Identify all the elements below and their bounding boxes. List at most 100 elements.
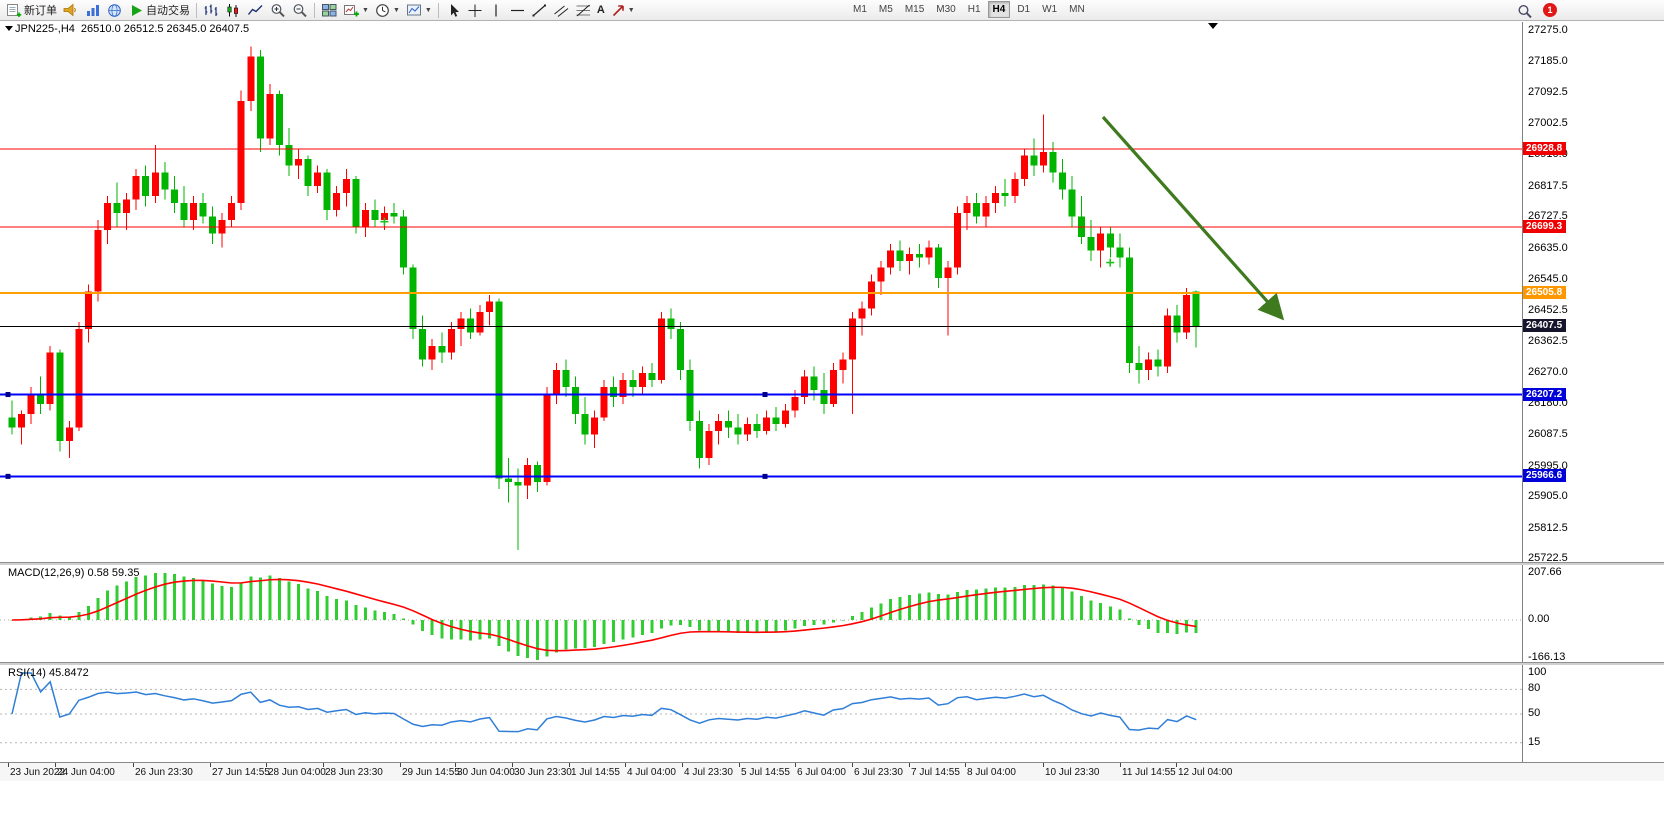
time-axis-label: 26 Jun 23:30 <box>135 767 193 778</box>
time-axis-label: 6 Jul 23:30 <box>854 767 903 778</box>
time-axis-tick <box>266 763 267 767</box>
time-axis-tick <box>682 763 683 767</box>
vertical-line-tool-button[interactable] <box>486 1 506 20</box>
timeframe-d1[interactable]: D1 <box>1012 1 1035 18</box>
price-axis-label: 26362.5 <box>1528 334 1568 347</box>
one-click-trading-toggle[interactable] <box>5 26 13 31</box>
time-axis-tick <box>909 763 910 767</box>
price-axis-label: 26452.5 <box>1528 304 1568 317</box>
arrows-tool-button[interactable]: ▼ <box>608 1 638 20</box>
price-axis: 26928.8 26699.3 26505.8 26407.5 26207.2 25966… <box>1522 22 1664 762</box>
ohlc-values: 26510.0 26512.5 26345.0 26407.5 <box>80 23 250 35</box>
price-axis-label: 25905.0 <box>1528 490 1568 503</box>
macd-panel[interactable] <box>0 565 1522 662</box>
time-axis-label: 4 Jul 04:00 <box>627 767 676 778</box>
rsi-axis-label: 50 <box>1528 707 1541 719</box>
time-axis-label: 12 Jul 04:00 <box>1178 767 1233 778</box>
price-axis-label: 26817.5 <box>1528 179 1568 192</box>
cursor-tool-button[interactable] <box>442 1 464 20</box>
auto-trading-button[interactable]: 自动交易 <box>126 1 193 20</box>
time-axis-tick <box>795 763 796 767</box>
chevron-down-icon: ▼ <box>627 6 635 14</box>
timeframe-h4[interactable]: H4 <box>987 1 1011 18</box>
panel-separator[interactable] <box>0 662 1664 665</box>
new-order-button[interactable]: 新订单 <box>3 1 60 20</box>
market-stats-button[interactable] <box>82 1 104 20</box>
price-axis-label: 26545.0 <box>1528 272 1568 285</box>
timeframe-menu-button[interactable]: ▼ <box>372 1 403 20</box>
time-axis-tick <box>965 763 966 767</box>
line-chart-mode-icon <box>247 4 263 15</box>
chart-shift-marker[interactable] <box>1208 23 1218 29</box>
fibonacci-tool-button[interactable] <box>572 1 594 20</box>
rsi-axis-label: 80 <box>1528 682 1541 695</box>
time-axis-label: 30 Jun 04:00 <box>457 767 515 778</box>
macd-axis-label: 207.66 <box>1528 566 1562 578</box>
new-chart-icon <box>344 4 359 16</box>
macd-axis-label: -166.13 <box>1528 650 1566 663</box>
rsi-axis-label: 100 <box>1528 666 1547 678</box>
community-button[interactable] <box>104 1 126 20</box>
auto-trading-play-icon <box>132 4 142 16</box>
price-axis-label: 27275.0 <box>1528 24 1568 37</box>
time-axis-label: 5 Jul 14:55 <box>741 767 790 778</box>
chart-info: JPN225-,H4 26510.0 26512.5 26345.0 26407.… <box>15 23 255 35</box>
time-axis-tick <box>55 763 56 767</box>
bar-chart-mode-button[interactable] <box>200 1 222 20</box>
time-axis-label: 23 Jun 2022 <box>10 767 66 778</box>
alerts-button[interactable] <box>60 1 82 20</box>
time-axis-tick <box>1120 763 1121 767</box>
channel-icon <box>554 5 569 17</box>
notification-badge[interactable]: 1 <box>1543 3 1557 17</box>
macd-axis-label: 0.00 <box>1528 613 1550 625</box>
timeframe-m5[interactable]: M5 <box>874 1 898 18</box>
fibonacci-icon <box>576 4 590 16</box>
timeframe-m15[interactable]: M15 <box>900 1 929 18</box>
timeframe-m30[interactable]: M30 <box>931 1 960 18</box>
price-tag: 26505.8 <box>1523 285 1567 299</box>
timeframe-m1[interactable]: M1 <box>848 1 872 18</box>
template-button[interactable]: ▼ <box>403 1 435 20</box>
time-axis-label: 10 Jul 23:30 <box>1045 767 1100 778</box>
search-button[interactable] <box>1514 2 1536 21</box>
main-chart[interactable] <box>0 22 1522 562</box>
price-axis-label: 26087.5 <box>1528 428 1568 441</box>
time-axis-tick <box>852 763 853 767</box>
new-order-label: 新订单 <box>24 5 57 17</box>
timeframe-h1[interactable]: H1 <box>963 1 986 18</box>
panel-separator[interactable] <box>0 562 1664 565</box>
trendline-tool-button[interactable] <box>528 1 550 20</box>
price-axis-label: 27185.0 <box>1528 54 1568 67</box>
vertical-line-icon <box>495 4 497 16</box>
price-axis-label: 26270.0 <box>1528 366 1568 379</box>
time-axis-label: 11 Jul 14:55 <box>1122 767 1176 778</box>
timeframe-group: M1 M5 M15 M30 H1 H4 D1 W1 MN <box>848 1 1090 18</box>
time-axis-tick <box>569 763 570 767</box>
time-axis-tick <box>400 763 401 767</box>
line-chart-mode-button[interactable] <box>244 1 267 20</box>
time-axis-label: 30 Jun 23:30 <box>514 767 572 778</box>
crosshair-icon <box>468 4 482 17</box>
channel-tool-button[interactable] <box>550 1 572 20</box>
symbol-title: JPN225-,H4 <box>15 23 75 35</box>
zoom-out-button[interactable] <box>289 1 311 20</box>
price-tag: 26407.5 <box>1523 319 1567 333</box>
price-tag: 26928.8 <box>1523 141 1567 155</box>
toolbar-separator <box>314 2 315 18</box>
horizontal-line-tool-button[interactable] <box>506 1 528 20</box>
text-tool-button[interactable]: A <box>594 1 608 20</box>
time-axis-label: 28 Jun 23:30 <box>325 767 383 778</box>
tile-windows-button[interactable] <box>318 1 340 20</box>
template-icon <box>406 4 421 15</box>
timeframe-w1[interactable]: W1 <box>1037 1 1062 18</box>
zoom-in-button[interactable] <box>267 1 289 20</box>
crosshair-tool-button[interactable] <box>464 1 486 20</box>
rsi-panel[interactable] <box>0 665 1522 762</box>
time-axis-label: 27 Jun 14:55 <box>212 767 270 778</box>
macd-label: MACD(12,26,9) 0.58 59.35 <box>8 567 140 579</box>
new-chart-button[interactable]: ▼ <box>340 1 372 20</box>
time-axis-tick <box>323 763 324 767</box>
candlestick-mode-button[interactable] <box>222 1 244 20</box>
timeframe-mn[interactable]: MN <box>1064 1 1090 18</box>
